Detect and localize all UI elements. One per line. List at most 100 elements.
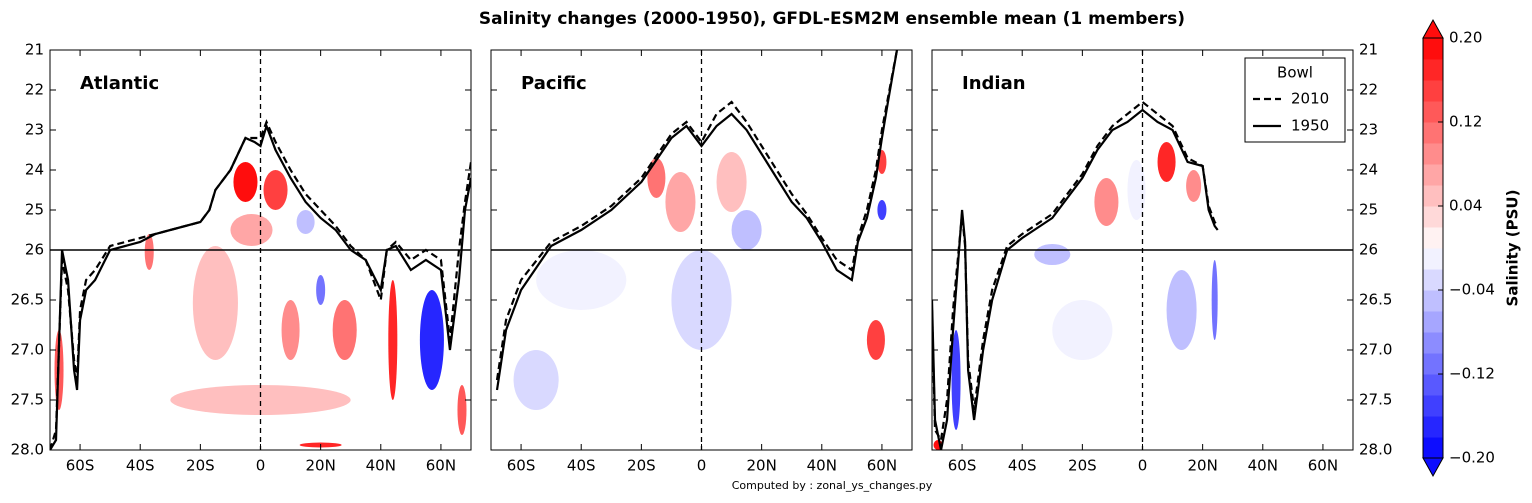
panel-title: Pacific: [521, 73, 587, 94]
colorbar-band: [1423, 248, 1443, 270]
salinity-patch: [192, 246, 238, 360]
colorbar-band: [1423, 59, 1443, 81]
salinity-patch: [230, 214, 273, 246]
panel-title: Atlantic: [80, 73, 159, 94]
colorbar-tick-label: −0.04: [1449, 281, 1495, 299]
salinity-patch: [1052, 300, 1113, 360]
salinity-patch: [1034, 244, 1071, 265]
salinity-patch: [1186, 170, 1202, 202]
x-tick-label: 20S: [1068, 457, 1097, 475]
salinity-patch: [457, 385, 467, 435]
x-tick-label: 40S: [126, 457, 155, 475]
legend-label: 2010: [1291, 90, 1329, 108]
x-tick-label: 0: [697, 457, 707, 475]
salinity-patch: [1157, 142, 1176, 182]
salinity-patch: [731, 210, 762, 250]
bowl-line: [932, 100, 1219, 444]
y-tick-label: 27.5: [1359, 391, 1392, 409]
colorbar-band: [1423, 395, 1443, 417]
x-tick-label: 20N: [305, 457, 335, 475]
x-tick-label: 0: [256, 457, 266, 475]
salinity-patch: [388, 280, 398, 400]
salinity-patch: [316, 275, 326, 305]
colorbar-extend: [1422, 18, 1444, 39]
bowl-line: [495, 50, 899, 391]
salinity-patch: [263, 170, 288, 210]
y-tick-label: 26.5: [1359, 291, 1392, 309]
y-tick-label: 25: [1359, 201, 1378, 219]
colorbar-band: [1423, 38, 1443, 60]
legend-label: 1950: [1291, 117, 1329, 135]
y-tick-label: 27.0: [11, 341, 44, 359]
x-tick-label: 40N: [1248, 457, 1278, 475]
colorbar-band: [1423, 80, 1443, 102]
salinity-patch: [671, 250, 732, 350]
x-tick-label: 20S: [186, 457, 215, 475]
colorbar-band: [1423, 437, 1443, 459]
salinity-patch: [281, 300, 300, 360]
colorbar-tick-label: 0.20: [1449, 29, 1482, 47]
colorbar-band: [1423, 353, 1443, 375]
legend-box: [1244, 57, 1346, 143]
y-tick-label: 23: [25, 121, 44, 139]
y-tick-label: 26: [1359, 241, 1378, 259]
x-tick-label: 20N: [1187, 457, 1217, 475]
colorbar-band: [1423, 206, 1443, 228]
colorbar-band: [1423, 101, 1443, 123]
salinity-patch: [513, 350, 559, 410]
bowl-line: [932, 108, 1219, 450]
panel: [932, 50, 1353, 450]
legend-title: Bowl: [1277, 64, 1313, 82]
colorbar-band: [1423, 416, 1443, 438]
salinity-patch: [419, 290, 444, 390]
colorbar-band: [1423, 374, 1443, 396]
salinity-patch: [144, 234, 154, 270]
colorbar-frame: [1422, 37, 1444, 459]
x-tick-label: 0: [1138, 457, 1148, 475]
salinity-patch: [296, 210, 315, 234]
x-tick-label: 40N: [366, 457, 396, 475]
x-tick-label: 60S: [66, 457, 95, 475]
bowl-line: [50, 119, 471, 450]
y-tick-label: 27.0: [1359, 341, 1392, 359]
panel: [50, 50, 471, 450]
footer: Computed by : zonal_ys_changes.py: [732, 479, 933, 492]
x-tick-label: 60N: [1308, 457, 1338, 475]
y-tick-label: 21: [1359, 41, 1378, 59]
x-tick-label: 60N: [426, 457, 456, 475]
y-tick-label: 21: [25, 41, 44, 59]
salinity-patch: [877, 200, 887, 220]
y-tick-label: 25: [25, 201, 44, 219]
colorbar-band: [1423, 269, 1443, 291]
x-tick-label: 20N: [746, 457, 776, 475]
colorbar-tick-label: 0.12: [1449, 113, 1482, 131]
x-tick-label: 60S: [507, 457, 536, 475]
panel: [491, 50, 912, 450]
bowl-line: [50, 122, 471, 450]
colorbar-label: Salinity (PSU): [1504, 190, 1522, 307]
salinity-patch: [1127, 160, 1146, 220]
salinity-patch: [1094, 178, 1119, 226]
salinity-patch: [716, 152, 747, 212]
y-tick-label: 26: [25, 241, 44, 259]
salinity-patch: [233, 162, 258, 202]
colorbar-band: [1423, 227, 1443, 249]
salinity-patch: [1166, 270, 1197, 350]
colorbar-band: [1423, 332, 1443, 354]
salinity-patch: [1211, 260, 1218, 340]
y-tick-label: 24: [25, 161, 44, 179]
x-tick-label: 40N: [807, 457, 837, 475]
y-tick-label: 22: [1359, 81, 1378, 99]
colorbar-band: [1423, 164, 1443, 186]
bowl-line: [495, 50, 899, 381]
salinity-patch: [332, 300, 357, 360]
panel-title: Indian: [962, 73, 1026, 94]
y-tick-label: 26.5: [11, 291, 44, 309]
x-tick-label: 40S: [1008, 457, 1037, 475]
colorbar-band: [1423, 143, 1443, 165]
colorbar-extend: [1422, 457, 1444, 478]
salinity-patch: [951, 330, 961, 430]
colorbar-tick-label: −0.20: [1449, 449, 1495, 467]
colorbar-band: [1423, 185, 1443, 207]
x-tick-label: 60N: [867, 457, 897, 475]
